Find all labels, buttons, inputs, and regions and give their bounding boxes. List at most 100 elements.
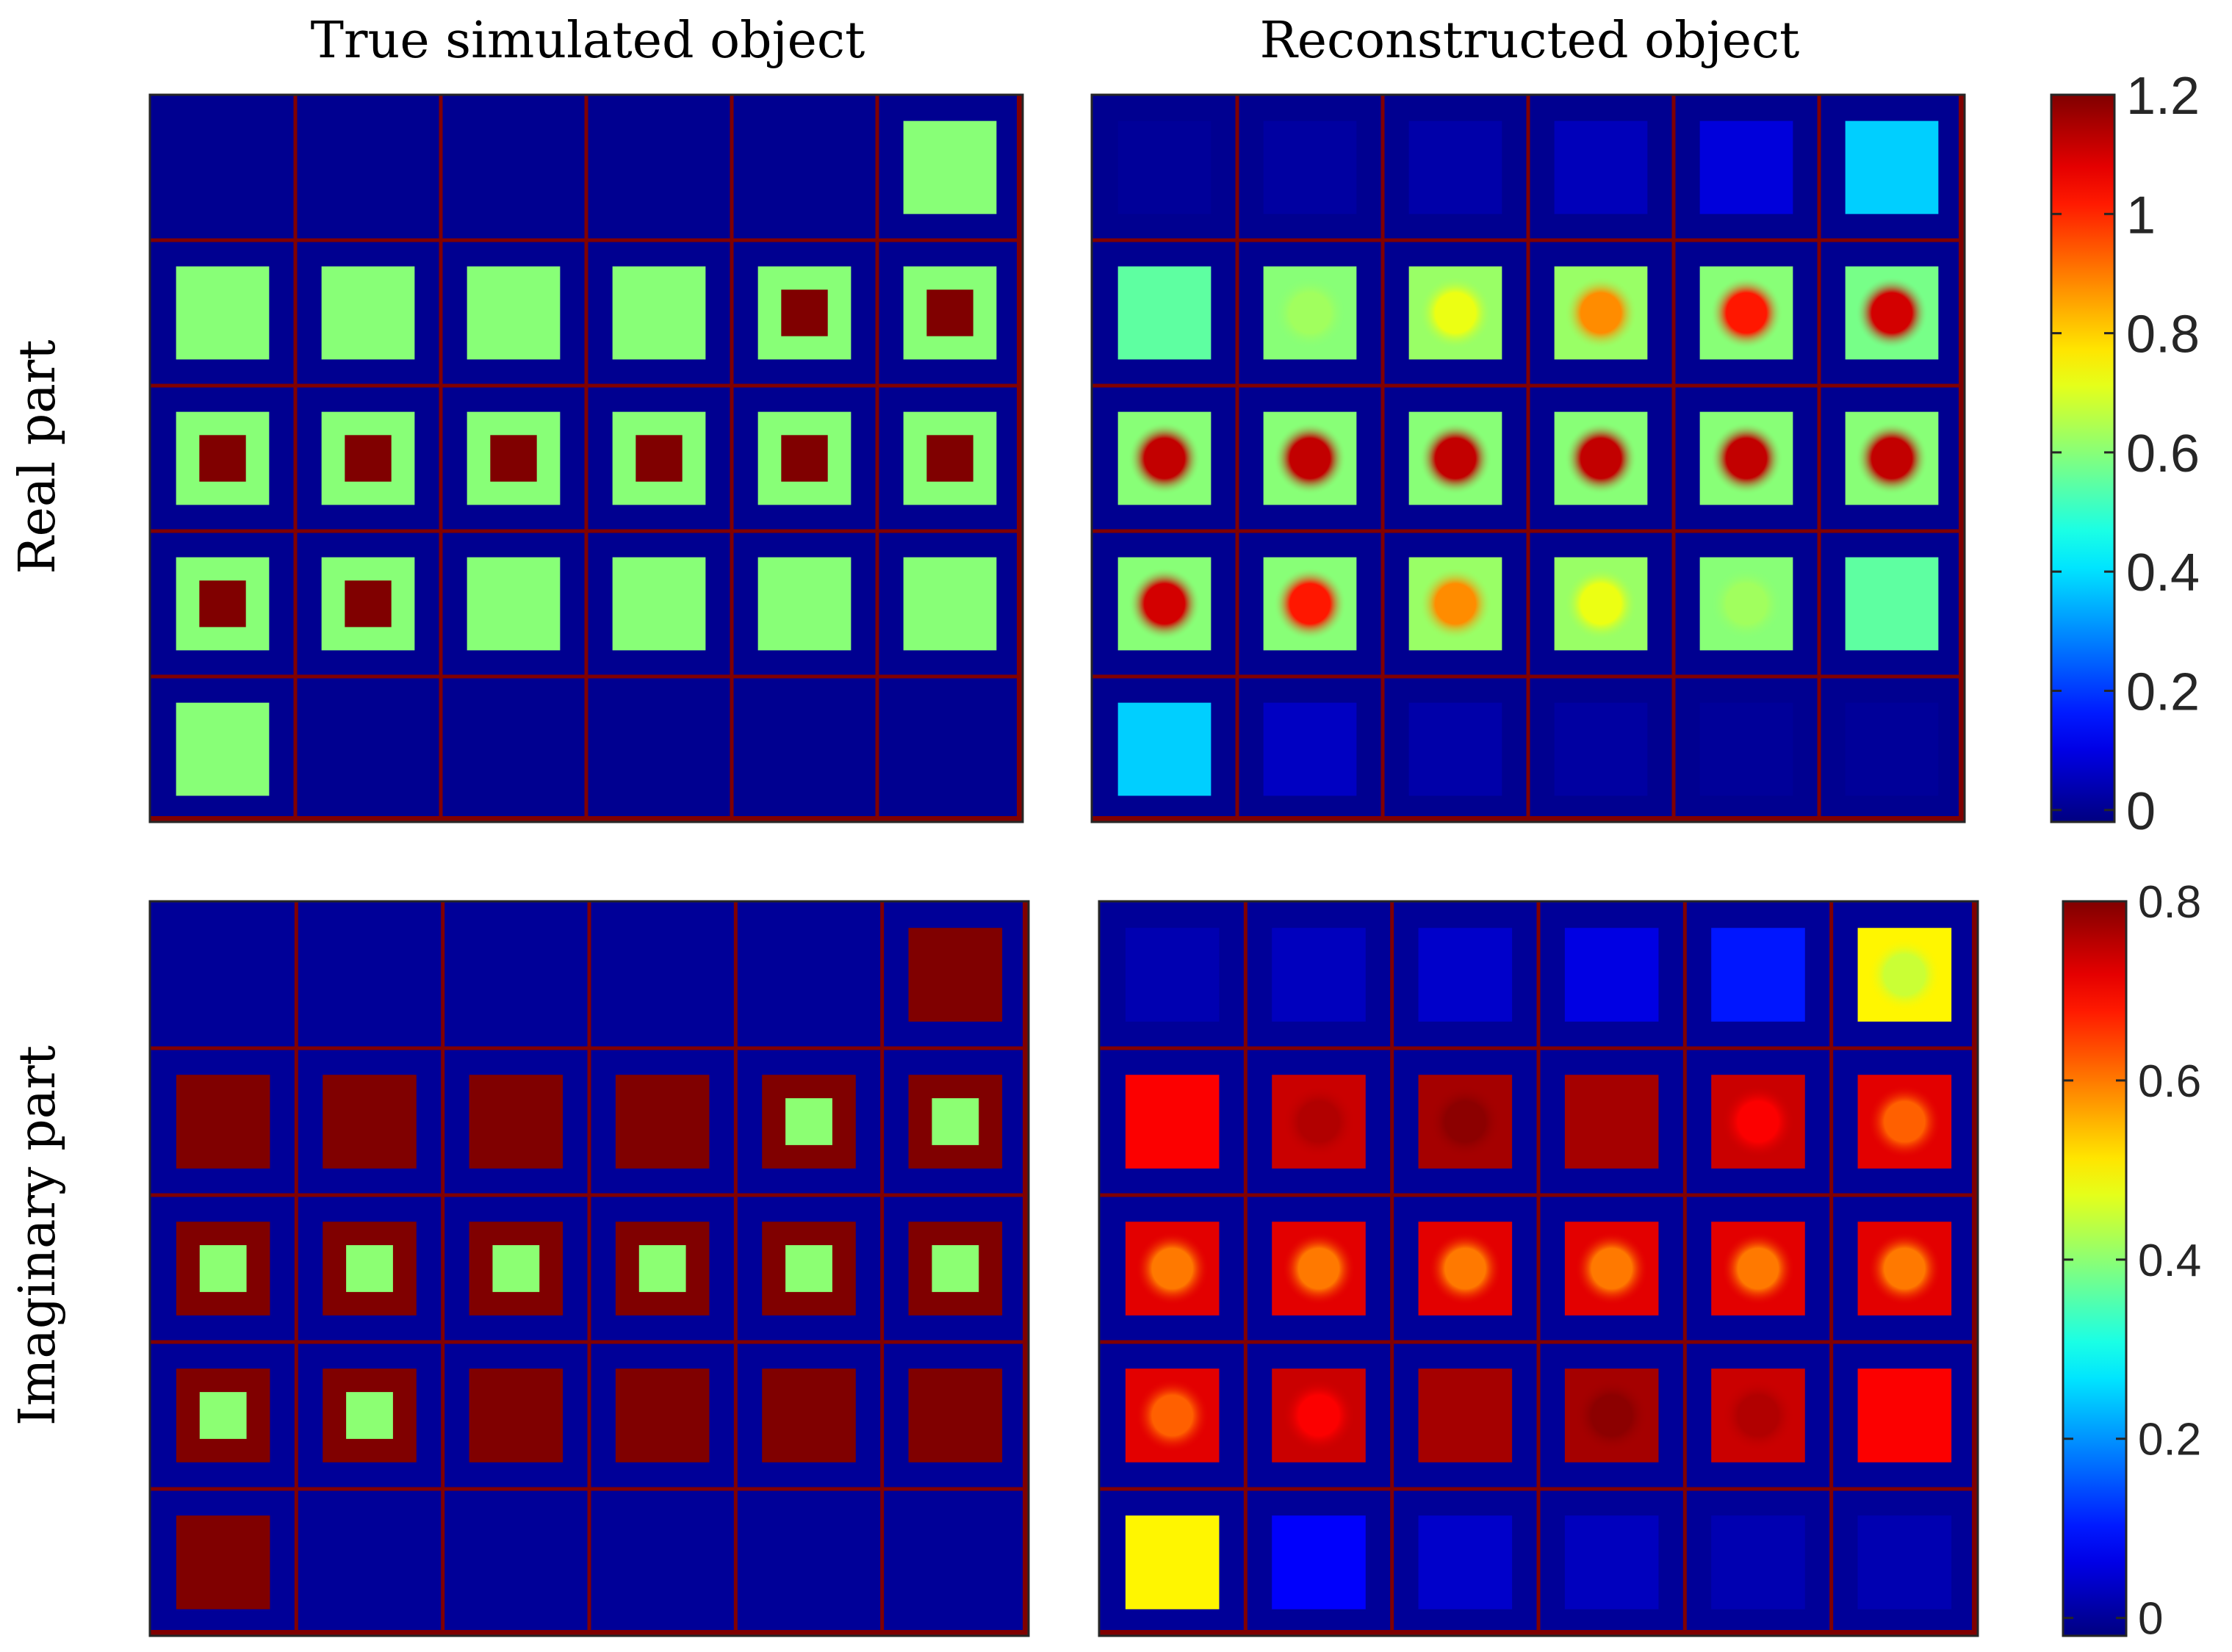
cell-inner-square bbox=[638, 1245, 686, 1292]
cell-square bbox=[1263, 120, 1357, 214]
cell-inner-square bbox=[636, 435, 683, 482]
colorbar-tick-label: 0 bbox=[2138, 1594, 2163, 1645]
cell-square bbox=[615, 1368, 710, 1462]
colorbar-tick-label: 1 bbox=[2126, 186, 2156, 245]
cell-square bbox=[1564, 928, 1659, 1022]
colorbar-tick-label: 0.4 bbox=[2138, 1236, 2201, 1286]
column-title-true: True simulated object bbox=[311, 12, 865, 70]
cell-square bbox=[1564, 1515, 1659, 1609]
colorbar-tick-label: 0.8 bbox=[2126, 306, 2200, 364]
cell-center-blob bbox=[1419, 567, 1492, 641]
cell-square bbox=[1263, 702, 1357, 796]
cell-square bbox=[1699, 120, 1793, 214]
axis-frame bbox=[148, 900, 1030, 1637]
cell-center-blob bbox=[1574, 1379, 1649, 1452]
cell-square bbox=[176, 1515, 270, 1609]
row-label-imaginary: Imaginary part bbox=[9, 1045, 67, 1426]
cell-square bbox=[1125, 1515, 1220, 1609]
cell-square bbox=[908, 1368, 1003, 1462]
colorbar-gradient bbox=[2062, 900, 2128, 1637]
cell-center-blob bbox=[1564, 422, 1638, 495]
cell-center-blob bbox=[1574, 1232, 1649, 1305]
cell-center-blob bbox=[1128, 567, 1201, 641]
cell-square bbox=[1408, 702, 1502, 796]
cell-square bbox=[903, 557, 997, 651]
cell-square bbox=[469, 1368, 564, 1462]
cell-square bbox=[1711, 928, 1805, 1022]
cell-square bbox=[903, 120, 997, 214]
colorbar-tick-label: 1.2 bbox=[2126, 67, 2200, 126]
cell-square bbox=[1125, 1075, 1220, 1169]
cell-square bbox=[1711, 1515, 1805, 1609]
colorbar-tick-label: 0.2 bbox=[2126, 663, 2200, 721]
cell-square bbox=[323, 1075, 417, 1169]
cell-center-blob bbox=[1282, 1085, 1356, 1158]
cell-center-blob bbox=[1855, 276, 1929, 350]
cell-square bbox=[612, 557, 706, 651]
cell-inner-square bbox=[199, 1245, 247, 1292]
cell-square bbox=[1857, 1368, 1952, 1462]
cell-square bbox=[1699, 702, 1793, 796]
heatmap-real-reconstructed bbox=[1090, 93, 1966, 823]
cell-center-blob bbox=[1710, 567, 1783, 641]
cell-center-blob bbox=[1868, 1232, 1942, 1305]
cell-square bbox=[469, 1075, 564, 1169]
cell-inner-square bbox=[785, 1245, 832, 1292]
cell-center-blob bbox=[1721, 1085, 1795, 1158]
heatmap-imaginary-reconstructed bbox=[1098, 900, 1979, 1637]
cell-center-blob bbox=[1419, 422, 1492, 495]
cell-inner-square bbox=[199, 435, 246, 482]
cell-inner-square bbox=[932, 1098, 979, 1145]
colorbar-gradient bbox=[2050, 93, 2116, 823]
cell-inner-square bbox=[781, 435, 828, 482]
cell-square bbox=[762, 1368, 856, 1462]
cell-center-blob bbox=[1710, 422, 1783, 495]
cell-square bbox=[1564, 1075, 1659, 1169]
cell-square bbox=[176, 266, 270, 360]
cell-center-blob bbox=[1855, 422, 1929, 495]
cell-center-blob bbox=[1135, 1232, 1209, 1305]
heatmap-real-true bbox=[148, 93, 1024, 823]
cell-square bbox=[1418, 928, 1513, 1022]
cell-center-blob bbox=[1128, 422, 1201, 495]
colorbar-tick-label: 0 bbox=[2126, 782, 2156, 841]
cell-inner-square bbox=[345, 580, 392, 627]
cell-center-blob bbox=[1564, 276, 1638, 350]
cell-inner-square bbox=[199, 580, 246, 627]
cell-center-blob bbox=[1868, 938, 1942, 1011]
cell-square bbox=[1418, 1515, 1513, 1609]
cell-center-blob bbox=[1564, 567, 1638, 641]
axis-frame bbox=[1098, 900, 1979, 1637]
cell-center-blob bbox=[1273, 567, 1347, 641]
colorbar-tick-label: 0.4 bbox=[2126, 544, 2200, 602]
cell-center-blob bbox=[1868, 1085, 1942, 1158]
cell-center-blob bbox=[1721, 1232, 1795, 1305]
cell-center-blob bbox=[1273, 422, 1347, 495]
cell-square bbox=[1845, 120, 1939, 214]
cell-square bbox=[1117, 702, 1212, 796]
cell-square bbox=[467, 557, 561, 651]
cell-inner-square bbox=[781, 289, 828, 336]
cell-square bbox=[1554, 702, 1648, 796]
axis-frame bbox=[148, 93, 1024, 823]
cell-center-blob bbox=[1710, 276, 1783, 350]
cell-square bbox=[1857, 1515, 1952, 1609]
cell-inner-square bbox=[490, 435, 537, 482]
axis-frame bbox=[1090, 93, 1966, 823]
cell-square bbox=[1554, 120, 1648, 214]
cell-square bbox=[1845, 702, 1939, 796]
cell-center-blob bbox=[1282, 1379, 1356, 1452]
cell-square bbox=[1125, 928, 1220, 1022]
cell-inner-square bbox=[492, 1245, 540, 1292]
cell-square bbox=[176, 702, 270, 796]
cell-square bbox=[176, 1075, 270, 1169]
cell-center-blob bbox=[1428, 1232, 1502, 1305]
cell-square bbox=[1117, 266, 1212, 360]
cell-square bbox=[908, 928, 1003, 1022]
row-label-real: Real part bbox=[9, 339, 67, 574]
cell-inner-square bbox=[345, 435, 392, 482]
cell-inner-square bbox=[346, 1392, 393, 1439]
cell-inner-square bbox=[932, 1245, 979, 1292]
cell-center-blob bbox=[1721, 1379, 1795, 1452]
